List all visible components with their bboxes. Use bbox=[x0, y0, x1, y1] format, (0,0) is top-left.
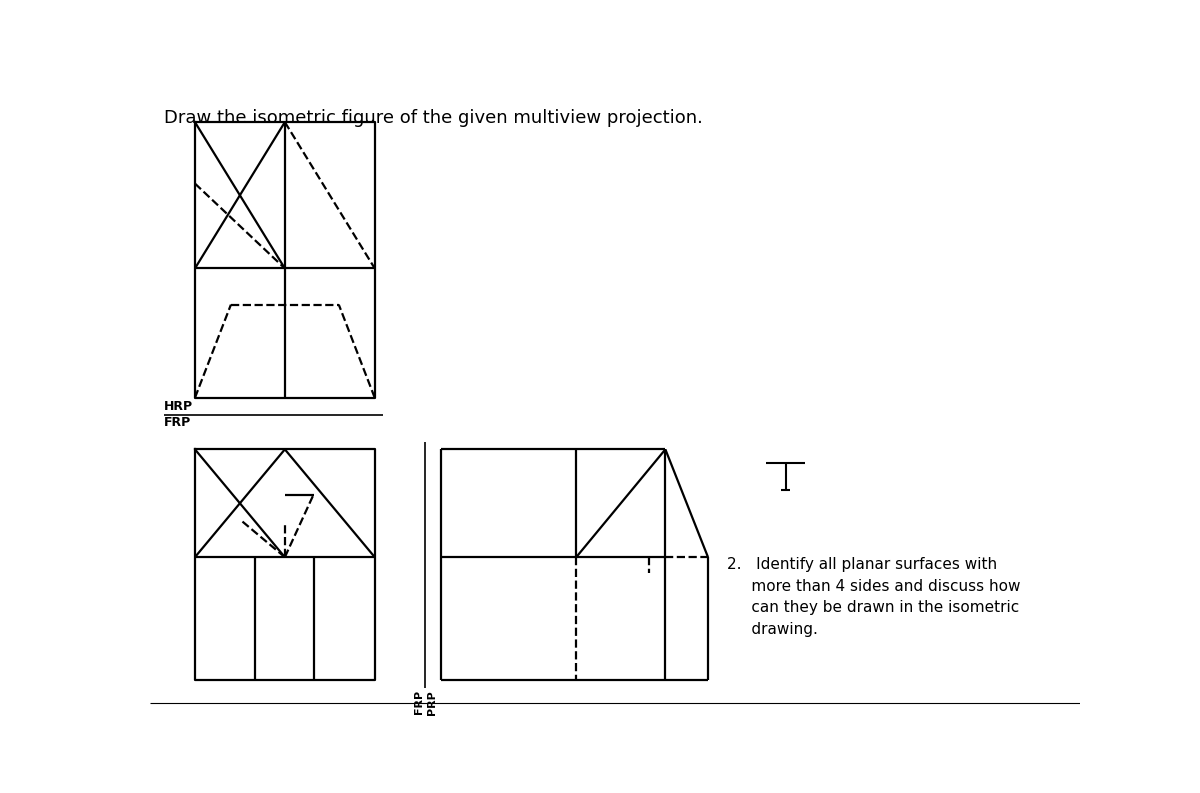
Text: FRP: FRP bbox=[414, 691, 424, 714]
Text: FRP: FRP bbox=[164, 416, 191, 429]
Text: PRP: PRP bbox=[427, 691, 437, 715]
Text: Draw the isometric figure of the given multiview projection.: Draw the isometric figure of the given m… bbox=[164, 109, 703, 127]
Text: HRP: HRP bbox=[164, 400, 193, 413]
Text: 2.   Identify all planar surfaces with
     more than 4 sides and discuss how
  : 2. Identify all planar surfaces with mor… bbox=[727, 557, 1021, 637]
